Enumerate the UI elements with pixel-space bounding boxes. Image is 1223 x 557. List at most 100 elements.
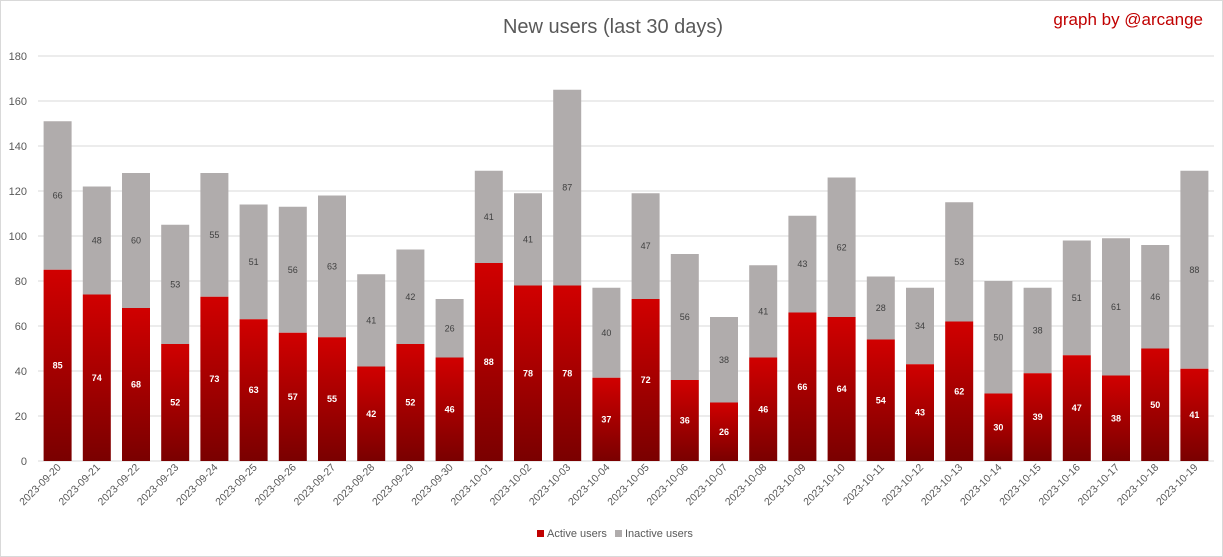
- legend-swatch-inactive: [615, 530, 622, 537]
- bar-active: [200, 296, 229, 461]
- data-label-inactive: 40: [601, 328, 611, 338]
- data-label-active: 36: [680, 416, 690, 426]
- bar-active: [514, 285, 542, 461]
- data-label-active: 50: [1150, 400, 1160, 410]
- bar-active: [239, 319, 268, 461]
- y-tick-label: 40: [15, 366, 27, 378]
- bar-inactive: [788, 215, 817, 313]
- data-label-inactive: 56: [680, 312, 690, 322]
- data-label-inactive: 51: [1072, 293, 1082, 303]
- data-label-active: 52: [170, 398, 180, 408]
- data-label-inactive: 43: [797, 259, 807, 269]
- bar-active: [945, 321, 974, 461]
- y-tick-label: 20: [15, 411, 27, 423]
- chart-title: New users (last 30 days): [503, 16, 723, 38]
- data-label-active: 78: [523, 368, 533, 378]
- bar-inactive: [1102, 238, 1130, 376]
- bar-inactive: [1023, 287, 1052, 374]
- data-label-active: 41: [1189, 410, 1199, 420]
- data-label-inactive: 41: [484, 212, 494, 222]
- data-label-inactive: 34: [915, 321, 925, 331]
- data-label-inactive: 87: [562, 183, 572, 193]
- data-label-inactive: 26: [445, 323, 455, 333]
- bar-inactive: [670, 254, 699, 380]
- bar-inactive: [1141, 245, 1170, 349]
- bar-inactive: [710, 317, 738, 403]
- bar-active: [906, 364, 934, 461]
- data-label-active: 68: [131, 380, 141, 390]
- legend: Active users Inactive users: [537, 528, 693, 540]
- bar-active: [749, 357, 778, 461]
- y-tick-label: 80: [15, 276, 27, 288]
- y-tick-label: 140: [9, 141, 27, 153]
- gridlines: [38, 55, 1214, 462]
- bar-active: [710, 402, 738, 461]
- bar-active: [984, 393, 1013, 461]
- bar-inactive: [122, 173, 150, 308]
- bar-inactive: [474, 170, 503, 263]
- bar-inactive: [396, 249, 425, 344]
- bar-active: [318, 337, 346, 461]
- bar-active: [161, 344, 190, 461]
- bar-active: [1102, 375, 1130, 461]
- bars: 85 66 74 48 68 60 52 53 73 55 63 51 57 56 55 63 42 41 52 42…: [43, 89, 1209, 461]
- y-tick-label: 120: [9, 186, 27, 198]
- y-tick-label: 0: [21, 456, 27, 468]
- bar-inactive: [82, 186, 111, 295]
- data-label-inactive: 53: [170, 279, 180, 289]
- bar-inactive: [200, 173, 229, 297]
- data-label-active: 46: [758, 404, 768, 414]
- bar-inactive: [866, 276, 895, 340]
- data-label-inactive: 56: [288, 265, 298, 275]
- bar-inactive: [239, 204, 268, 320]
- bar-active: [1023, 373, 1052, 461]
- data-label-active: 88: [484, 357, 494, 367]
- data-label-active: 39: [1033, 412, 1043, 422]
- bar-inactive: [945, 202, 974, 322]
- bar-active: [866, 339, 895, 461]
- bar-active: [357, 366, 386, 461]
- data-label-inactive: 55: [209, 230, 219, 240]
- data-label-active: 38: [1111, 413, 1121, 423]
- y-tick-label: 100: [9, 231, 27, 243]
- data-label-active: 26: [719, 427, 729, 437]
- bar-inactive: [1062, 240, 1091, 356]
- bar-inactive: [278, 206, 307, 333]
- data-label-active: 66: [797, 382, 807, 392]
- bar-active: [827, 317, 856, 461]
- bar-active: [278, 332, 307, 461]
- bar-active: [788, 312, 817, 461]
- data-label-inactive: 38: [1033, 326, 1043, 336]
- legend-swatch-active: [537, 530, 544, 537]
- data-label-active: 52: [405, 398, 415, 408]
- y-axis-ticks: 0 20 40 60 80 100 120 140 160 180: [9, 51, 27, 468]
- bar-inactive: [749, 265, 778, 358]
- bar-active: [1180, 368, 1209, 461]
- data-label-active: 55: [327, 394, 337, 404]
- y-tick-label: 160: [9, 96, 27, 108]
- data-label-active: 30: [993, 422, 1003, 432]
- bar-active: [1062, 355, 1091, 461]
- data-label-inactive: 66: [53, 191, 63, 201]
- data-label-inactive: 41: [758, 306, 768, 316]
- bar-active: [82, 294, 111, 461]
- data-label-active: 64: [837, 384, 847, 394]
- data-label-inactive: 88: [1189, 265, 1199, 275]
- x-tick-label: 2023-10-10: [801, 462, 848, 509]
- data-label-inactive: 63: [327, 261, 337, 271]
- y-tick-label: 180: [9, 51, 27, 63]
- data-label-inactive: 50: [993, 332, 1003, 342]
- bar-active: [122, 308, 150, 461]
- data-label-active: 47: [1072, 403, 1082, 413]
- data-label-active: 57: [288, 392, 298, 402]
- data-label-inactive: 42: [405, 292, 415, 302]
- legend-label-active: Active users: [547, 528, 607, 540]
- bar-active: [631, 299, 660, 461]
- data-label-inactive: 53: [954, 257, 964, 267]
- data-label-inactive: 46: [1150, 292, 1160, 302]
- data-label-inactive: 60: [131, 236, 141, 246]
- legend-label-inactive: Inactive users: [625, 528, 693, 540]
- data-label-active: 78: [562, 368, 572, 378]
- bar-inactive: [514, 193, 542, 286]
